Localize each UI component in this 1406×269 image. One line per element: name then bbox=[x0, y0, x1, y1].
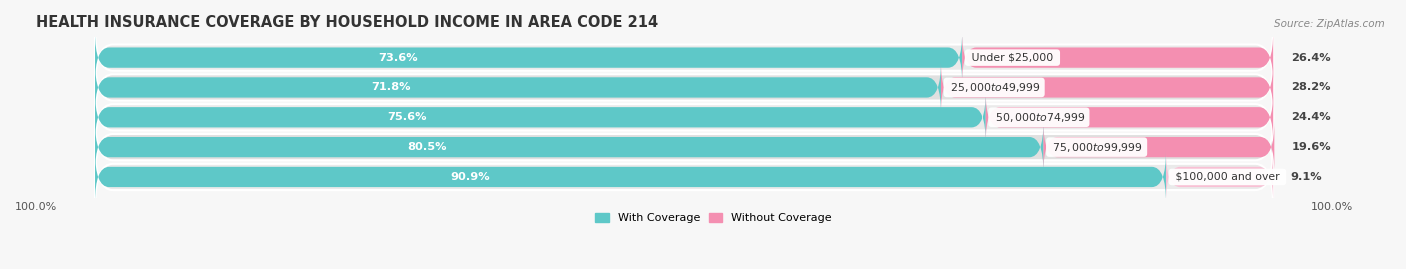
FancyBboxPatch shape bbox=[96, 92, 986, 143]
Text: 19.6%: 19.6% bbox=[1292, 142, 1331, 152]
Text: 75.6%: 75.6% bbox=[387, 112, 426, 122]
Text: HEALTH INSURANCE COVERAGE BY HOUSEHOLD INCOME IN AREA CODE 214: HEALTH INSURANCE COVERAGE BY HOUSEHOLD I… bbox=[37, 15, 658, 30]
FancyBboxPatch shape bbox=[962, 32, 1274, 83]
FancyBboxPatch shape bbox=[1043, 122, 1274, 173]
FancyBboxPatch shape bbox=[96, 115, 1274, 179]
FancyBboxPatch shape bbox=[96, 32, 962, 83]
FancyBboxPatch shape bbox=[96, 26, 1274, 89]
Text: $50,000 to $74,999: $50,000 to $74,999 bbox=[991, 111, 1087, 124]
FancyBboxPatch shape bbox=[96, 122, 1043, 173]
Text: Source: ZipAtlas.com: Source: ZipAtlas.com bbox=[1274, 19, 1385, 29]
FancyBboxPatch shape bbox=[96, 62, 941, 113]
Text: 28.2%: 28.2% bbox=[1291, 82, 1330, 93]
Text: 9.1%: 9.1% bbox=[1291, 172, 1323, 182]
Text: 80.5%: 80.5% bbox=[408, 142, 447, 152]
FancyBboxPatch shape bbox=[941, 62, 1274, 113]
Text: 71.8%: 71.8% bbox=[371, 82, 411, 93]
FancyBboxPatch shape bbox=[96, 145, 1274, 208]
FancyBboxPatch shape bbox=[96, 86, 1274, 149]
Text: $100,000 and over: $100,000 and over bbox=[1171, 172, 1284, 182]
Text: 73.6%: 73.6% bbox=[378, 53, 419, 63]
FancyBboxPatch shape bbox=[1166, 151, 1274, 203]
Text: Under $25,000: Under $25,000 bbox=[969, 53, 1057, 63]
FancyBboxPatch shape bbox=[96, 56, 1274, 119]
Text: 90.9%: 90.9% bbox=[450, 172, 489, 182]
Text: 26.4%: 26.4% bbox=[1291, 53, 1330, 63]
FancyBboxPatch shape bbox=[96, 151, 1166, 203]
Text: $25,000 to $49,999: $25,000 to $49,999 bbox=[946, 81, 1042, 94]
Legend: With Coverage, Without Coverage: With Coverage, Without Coverage bbox=[591, 208, 837, 228]
FancyBboxPatch shape bbox=[986, 92, 1274, 143]
Text: 24.4%: 24.4% bbox=[1291, 112, 1330, 122]
Text: $75,000 to $99,999: $75,000 to $99,999 bbox=[1049, 141, 1144, 154]
